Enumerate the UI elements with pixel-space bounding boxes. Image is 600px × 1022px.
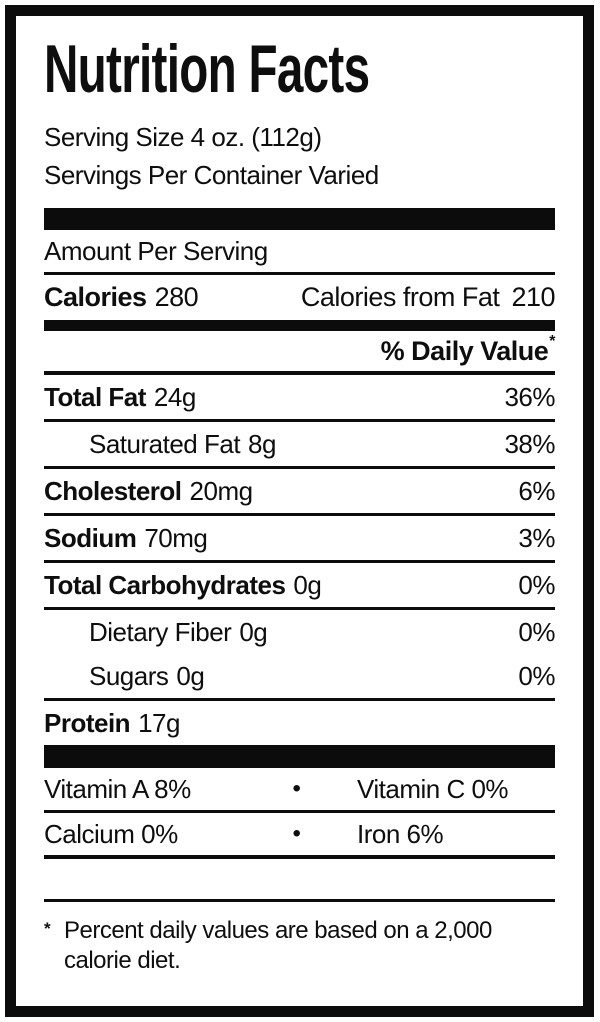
- section-bar-top: [44, 208, 555, 230]
- micro-left: Calcium 0%: [44, 818, 178, 849]
- nutrient-row-dietary-fiber: Dietary Fiber 0g 0%: [44, 610, 555, 654]
- label-title: Nutrition Facts: [44, 31, 370, 107]
- calories-label: Calories: [44, 282, 147, 312]
- nutrient-row-cholesterol: Cholesterol 20mg 6%: [44, 469, 555, 513]
- bullet-separator: •: [292, 775, 301, 802]
- nutrient-dv: 0%: [518, 569, 555, 600]
- bullet-separator: •: [292, 820, 301, 847]
- serving-size: Serving Size 4 oz. (112g): [44, 122, 322, 152]
- nutrient-row-sugars: Sugars 0g 0%: [44, 654, 555, 698]
- section-bar-calories: [44, 320, 555, 331]
- divider: [44, 272, 555, 275]
- nutrient-dv: 6%: [518, 475, 555, 506]
- nutrition-label-border: Nutrition Facts Serving Size 4 oz. (112g…: [5, 5, 594, 1017]
- nutrient-name: Sodium 70mg: [44, 522, 208, 554]
- divider: [44, 855, 555, 859]
- nutrient-amount: 0g: [293, 569, 322, 600]
- nutrient-dv: 38%: [504, 428, 555, 459]
- divider: [44, 371, 555, 375]
- nutrient-label: Saturated Fat: [89, 428, 241, 459]
- calories: Calories 280: [44, 282, 199, 313]
- nutrient-name: Total Fat 24g: [44, 382, 196, 413]
- nutrient-dv: 36%: [504, 381, 555, 412]
- nutrient-label: Total Fat: [44, 381, 146, 412]
- nutrient-dv: 3%: [518, 522, 555, 553]
- nutrient-name: Total Carbohydrates 0g: [44, 569, 322, 601]
- daily-value-header: % Daily Value *: [44, 331, 556, 371]
- nutrient-name: Saturated Fat 8g: [44, 429, 276, 460]
- footnote-text: Percent daily values are based on a 2,00…: [64, 917, 492, 974]
- nutrient-name: Protein 17g: [44, 708, 180, 739]
- divider: [44, 513, 555, 516]
- nutrient-label: Protein: [44, 707, 131, 738]
- servings-per-container: Servings Per Container Varied: [44, 160, 379, 190]
- footnote: * Percent daily values are based on a 2,…: [44, 916, 534, 976]
- nutrient-label: Cholesterol: [44, 475, 182, 506]
- nutrient-row-protein: Protein 17g: [44, 701, 555, 745]
- nutrient-row-sodium: Sodium 70mg 3%: [44, 516, 555, 560]
- nutrient-amount: 0g: [239, 616, 268, 647]
- micronutrient-row-minerals: Calcium 0% • Iron 6%: [44, 813, 555, 855]
- nutrient-label: Sugars: [89, 660, 169, 691]
- micronutrient-row-vitamins: Vitamin A 8% • Vitamin C 0%: [44, 768, 555, 810]
- nutrient-amount: 24g: [153, 381, 196, 412]
- divider: [44, 698, 555, 701]
- nutrient-row-saturated-fat: Saturated Fat 8g 38%: [44, 422, 555, 466]
- calories-from-fat-label: Calories from Fat: [300, 282, 500, 312]
- amount-per-serving: Amount Per Serving: [44, 235, 268, 266]
- micro-left: Vitamin A 8%: [44, 773, 191, 804]
- micro-right: Iron 6%: [357, 818, 444, 849]
- nutrient-dv: 0%: [518, 616, 555, 647]
- calories-from-fat-value: 210: [511, 282, 555, 312]
- nutrition-label: Nutrition Facts Serving Size 4 oz. (112g…: [16, 16, 583, 1006]
- nutrient-dv: 0%: [518, 660, 555, 691]
- nutrient-row-total-fat: Total Fat 24g 36%: [44, 375, 555, 419]
- divider: [44, 560, 555, 563]
- nutrient-name: Sugars 0g: [44, 660, 205, 692]
- calories-value: 280: [154, 282, 199, 312]
- nutrient-amount: 70mg: [144, 522, 208, 553]
- nutrient-label: Dietary Fiber: [89, 616, 232, 647]
- nutrient-row-total-carbohydrates: Total Carbohydrates 0g 0%: [44, 563, 555, 607]
- calories-row: Calories 280 Calories from Fat 210: [44, 275, 555, 320]
- nutrient-amount: 0g: [176, 660, 205, 691]
- serving-info: Serving Size 4 oz. (112g) Servings Per C…: [44, 118, 555, 194]
- daily-value-label: % Daily Value: [380, 335, 549, 366]
- section-bar-micros: [44, 745, 555, 768]
- micro-right: Vitamin C 0%: [357, 773, 509, 804]
- spacer: [44, 859, 555, 899]
- daily-value-asterisk: *: [549, 333, 555, 350]
- nutrient-label: Total Carbohydrates: [44, 569, 286, 600]
- calories-from-fat: Calories from Fat 210: [300, 282, 556, 313]
- nutrient-amount: 17g: [138, 707, 180, 738]
- nutrient-amount: 8g: [248, 428, 276, 459]
- divider: [44, 810, 555, 813]
- nutrient-label: Sodium: [44, 522, 137, 553]
- divider: [44, 899, 555, 902]
- divider: [44, 419, 555, 422]
- nutrient-amount: 20mg: [189, 475, 254, 506]
- divider: [44, 466, 555, 469]
- nutrient-name: Dietary Fiber 0g: [44, 616, 268, 648]
- divider: [44, 607, 555, 610]
- footnote-asterisk: *: [44, 919, 51, 938]
- nutrient-name: Cholesterol 20mg: [44, 476, 253, 507]
